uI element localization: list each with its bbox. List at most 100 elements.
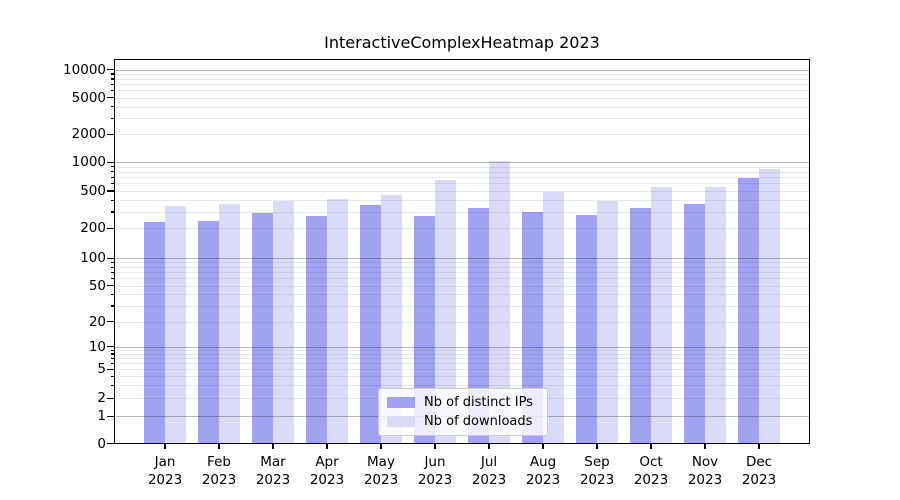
x-axis-month-label: Jul 2023 xyxy=(471,453,507,489)
x-axis-month-label: Nov 2023 xyxy=(687,453,723,489)
bar-downloads-jan xyxy=(165,206,186,444)
minor-gridline xyxy=(114,191,810,192)
bar-downloads-apr xyxy=(327,199,348,444)
y-axis-minor-tick xyxy=(110,190,115,192)
y-axis-minor-tick xyxy=(110,277,115,280)
bar-downloads-nov xyxy=(705,187,726,444)
x-axis-month-label: Sep 2023 xyxy=(579,453,615,489)
y-axis-minor-tick xyxy=(110,285,115,287)
minor-gridline xyxy=(114,166,810,168)
major-gridline xyxy=(114,346,810,348)
y-axis-minor-tick xyxy=(110,211,115,213)
y-axis-minor-tick xyxy=(110,117,115,119)
x-axis-month-label: Jun 2023 xyxy=(417,453,453,489)
x-axis-tick xyxy=(650,443,652,449)
bar-downloads-sep xyxy=(597,201,618,444)
minor-gridline xyxy=(114,200,810,202)
bar-distinct-ips-oct xyxy=(630,207,651,444)
minor-gridline xyxy=(114,350,810,352)
x-axis-tick xyxy=(488,443,490,449)
y-axis-minor-tick xyxy=(110,357,115,360)
x-axis-tick xyxy=(218,443,220,449)
minor-gridline xyxy=(114,171,810,173)
x-axis-month-label: Feb 2023 xyxy=(201,453,237,489)
bar-distinct-ips-sep xyxy=(576,215,597,444)
x-axis-tick xyxy=(758,443,760,449)
y-axis-tick xyxy=(107,257,115,259)
bar-downloads-oct xyxy=(651,186,672,444)
minor-gridline xyxy=(114,363,810,365)
bar-downloads-jun xyxy=(435,180,456,444)
y-axis-tick-label: 500 xyxy=(80,183,106,199)
y-axis-tick-label: 5000 xyxy=(71,89,106,106)
bar-downloads-jul xyxy=(489,161,510,444)
bar-downloads-aug xyxy=(543,192,564,444)
minor-gridline xyxy=(114,321,810,323)
minor-gridline xyxy=(114,84,810,86)
y-axis-tick-label: 50 xyxy=(88,277,106,294)
bar-distinct-ips-may xyxy=(360,204,381,444)
legend-label-downloads: Nb of downloads xyxy=(424,413,533,429)
y-axis-tick-label: 200 xyxy=(80,220,106,237)
legend-item-distinct-ips: Nb of distinct IPs xyxy=(387,396,539,409)
major-gridline xyxy=(114,69,810,71)
y-axis-tick-label: 2000 xyxy=(71,126,106,143)
y-axis-minor-tick xyxy=(110,271,115,274)
y-axis-minor-tick xyxy=(110,305,115,307)
bar-downloads-feb xyxy=(219,204,240,444)
y-axis-minor-tick xyxy=(110,171,115,173)
minor-gridline xyxy=(114,262,810,264)
legend-label-distinct-ips: Nb of distinct IPs xyxy=(424,395,533,411)
x-axis-tick xyxy=(596,443,598,449)
minor-gridline xyxy=(114,272,810,274)
x-axis-month-label: Jan 2023 xyxy=(147,453,183,489)
minor-gridline xyxy=(114,228,810,230)
y-axis-tick xyxy=(107,442,115,445)
y-axis-minor-tick xyxy=(110,266,115,268)
minor-gridline xyxy=(114,376,810,378)
minor-gridline xyxy=(114,278,810,280)
minor-gridline xyxy=(114,183,810,185)
minor-gridline xyxy=(114,106,810,108)
minor-gridline xyxy=(114,97,810,99)
x-axis-tick xyxy=(272,443,274,449)
minor-gridline xyxy=(114,90,810,92)
y-axis-tick xyxy=(107,161,115,163)
major-gridline xyxy=(114,162,810,164)
bar-distinct-ips-feb xyxy=(198,221,219,444)
x-axis-month-label: Dec 2023 xyxy=(741,453,777,489)
y-axis-tick xyxy=(107,69,115,71)
x-axis-tick xyxy=(380,443,382,449)
y-axis-minor-tick xyxy=(110,293,115,296)
bar-distinct-ips-jun xyxy=(414,216,435,444)
bar-distinct-ips-dec xyxy=(738,178,759,444)
bar-downloads-mar xyxy=(273,200,294,444)
y-axis-minor-tick xyxy=(110,199,115,201)
minor-gridline xyxy=(114,118,810,120)
y-axis-minor-tick xyxy=(110,176,115,178)
minor-gridline xyxy=(114,73,810,75)
minor-gridline xyxy=(114,177,810,179)
y-axis-minor-tick xyxy=(110,375,115,378)
x-axis-tick xyxy=(434,443,436,449)
chart-title: InteractiveComplexHeatmap 2023 xyxy=(324,33,600,52)
y-axis-minor-tick xyxy=(110,97,115,99)
legend-swatch-distinct-ips xyxy=(387,397,415,409)
minor-gridline xyxy=(114,369,810,371)
y-axis-minor-tick xyxy=(110,182,115,185)
minor-gridline xyxy=(114,358,810,360)
bar-distinct-ips-apr xyxy=(306,215,327,444)
minor-gridline xyxy=(114,305,810,307)
y-axis-minor-tick xyxy=(110,83,115,85)
minor-gridline xyxy=(114,285,810,287)
x-axis-month-label: Apr 2023 xyxy=(309,453,345,489)
y-axis-minor-tick xyxy=(110,133,115,136)
minor-gridline xyxy=(114,267,810,269)
x-axis-tick xyxy=(326,443,328,449)
y-axis-minor-tick xyxy=(110,368,115,371)
minor-gridline xyxy=(114,78,810,80)
minor-gridline xyxy=(114,211,810,213)
